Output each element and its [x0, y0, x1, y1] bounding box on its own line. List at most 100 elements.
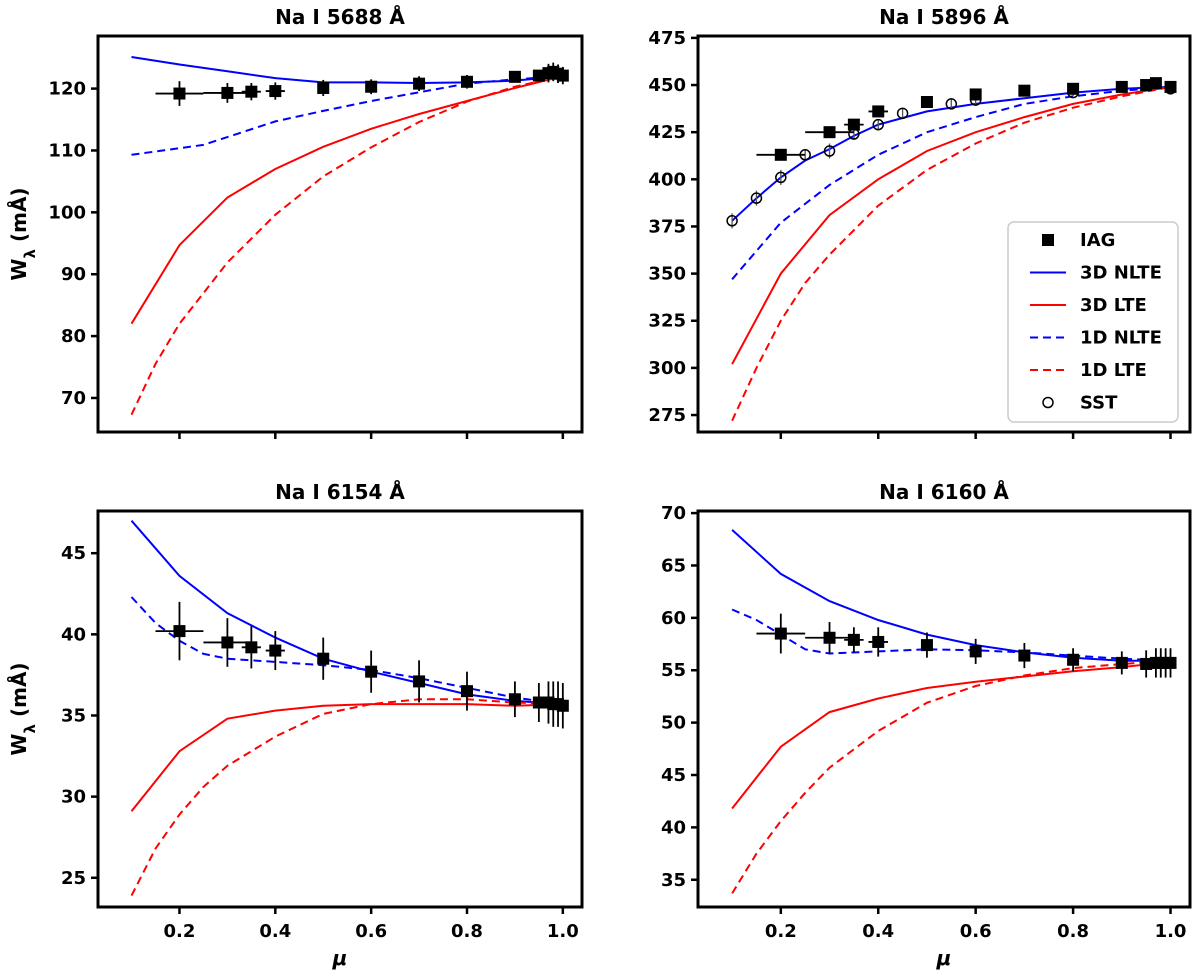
- y-tick-label: 375: [648, 216, 686, 237]
- panel-1: Na I 5688 Å 70 80 90 100 110 120 Wλ (mÅ): [7, 5, 584, 439]
- series-line-3d-nlte: [131, 56, 563, 85]
- iag-point: [774, 627, 787, 640]
- y-axis-label: Wλ (mÅ): [7, 662, 39, 755]
- iag-point: [508, 693, 521, 706]
- legend-label: 1D LTE: [1080, 360, 1147, 381]
- plot-area: [726, 77, 1177, 422]
- iag-point: [872, 105, 885, 118]
- iag-point: [823, 631, 836, 644]
- x-tick-label: 1.0: [1155, 921, 1187, 942]
- sst-point: [945, 98, 958, 110]
- series-line-3d-lte: [130, 75, 564, 325]
- iag-point: [413, 675, 426, 688]
- sst-point: [775, 171, 787, 184]
- series-line-1d-nlte: [131, 75, 563, 156]
- iag-point: [508, 70, 521, 83]
- series-line-1d-lte: [731, 659, 1171, 894]
- sst-point: [896, 107, 909, 120]
- y-tick-label: 400: [648, 169, 686, 190]
- iag-point: [1149, 77, 1162, 90]
- iag-point: [269, 644, 282, 657]
- plot-area: [130, 520, 569, 897]
- x-tick-label: 0.4: [259, 921, 291, 942]
- sst-point: [823, 145, 836, 157]
- panel-title: Na I 5688 Å: [275, 5, 405, 29]
- axes-frame: [696, 34, 1192, 434]
- y-tick-label: 90: [61, 264, 86, 285]
- series-line-1d-lte: [130, 75, 564, 416]
- legend-label: IAG: [1080, 230, 1115, 251]
- iag-point: [1164, 80, 1177, 93]
- panel-title: Na I 6160 Å: [879, 480, 1009, 504]
- x-tick-label: 0.8: [451, 921, 483, 942]
- iag-point: [556, 69, 569, 82]
- panel-3: Na I 6154 Å 25 30 35 40 45 0.2 0.4 0.6 0.8 1.0 Wλ (…: [7, 480, 584, 970]
- iag-point: [1018, 649, 1031, 662]
- series-line-1d-lte: [130, 698, 563, 897]
- iag-point: [969, 645, 982, 658]
- y-tick-label: 45: [661, 765, 686, 786]
- legend-label: 1D NLTE: [1080, 328, 1162, 349]
- legend-marker-square: [1042, 234, 1054, 246]
- x-tick-label: 1.0: [547, 921, 579, 942]
- iag-point: [532, 69, 545, 82]
- y-tick-label: 30: [61, 787, 86, 808]
- panel-2: Na I 5896 Å 275 300 325 350 375 400 425 450 475: [648, 5, 1192, 439]
- y-tick-label: 35: [661, 870, 686, 891]
- iag-point: [1140, 657, 1153, 670]
- iag-point: [365, 80, 378, 93]
- series-line-3d-lte: [731, 85, 1171, 365]
- y-tick-label: 45: [61, 543, 86, 564]
- plot-area: [731, 529, 1177, 894]
- legend-label: SST: [1080, 393, 1118, 414]
- iag-point: [532, 696, 545, 709]
- iag-point: [920, 639, 933, 652]
- x-tick-label: 0.8: [1057, 921, 1089, 942]
- panel-4: Na I 6160 Å 35 40 45 50 55 60 65 70 0.2 0.4 0.6 0.8 1…: [661, 480, 1192, 970]
- iag-point: [556, 699, 569, 712]
- iag-point: [823, 126, 836, 139]
- x-tick-label: 0.2: [765, 921, 797, 942]
- y-tick-label: 35: [61, 705, 86, 726]
- y-tick-label: 300: [648, 358, 686, 379]
- y-tick-label: 70: [61, 388, 86, 409]
- iag-point: [245, 85, 258, 98]
- y-tick-label: 70: [661, 503, 686, 524]
- x-axis-label: μ: [936, 946, 952, 970]
- y-tick-label: 60: [661, 608, 686, 629]
- iag-point: [1115, 656, 1128, 669]
- iag-point: [969, 88, 982, 101]
- series-line-1d-nlte: [731, 85, 1171, 280]
- iag-point: [221, 86, 234, 99]
- y-tick-label: 475: [648, 28, 686, 49]
- panel-title: Na I 5896 Å: [879, 5, 1009, 29]
- iag-point: [269, 85, 282, 98]
- x-tick-label: 0.6: [960, 921, 992, 942]
- iag-point: [1018, 84, 1031, 97]
- y-tick-label: 40: [61, 624, 86, 645]
- y-tick-label: 80: [61, 326, 86, 347]
- x-axis-label: μ: [332, 946, 348, 970]
- legend-marker-circle: [1042, 396, 1054, 409]
- series-line-1d-lte: [731, 85, 1171, 422]
- legend-label: 3D LTE: [1080, 295, 1147, 316]
- axes-frame: [696, 509, 1192, 909]
- iag-point: [847, 633, 860, 646]
- series-line-1d-nlte: [130, 596, 563, 706]
- y-tick-label: 350: [648, 264, 686, 285]
- iag-point: [413, 77, 426, 90]
- x-tick-label: 0.4: [862, 921, 894, 942]
- series-line-1d-nlte: [731, 608, 1171, 662]
- iag-point: [847, 118, 860, 131]
- panel-title: Na I 6154 Å: [275, 480, 405, 504]
- iag-point: [221, 636, 234, 649]
- series-line-3d-nlte: [731, 529, 1171, 662]
- series-line-3d-nlte: [130, 520, 563, 706]
- y-tick-label: 100: [48, 202, 86, 223]
- iag-point: [317, 81, 330, 94]
- y-tick-label: 275: [648, 405, 686, 426]
- sst-point: [726, 215, 738, 227]
- legend-label: 3D NLTE: [1080, 263, 1162, 284]
- y-tick-label: 25: [61, 868, 86, 889]
- iag-point: [245, 641, 258, 654]
